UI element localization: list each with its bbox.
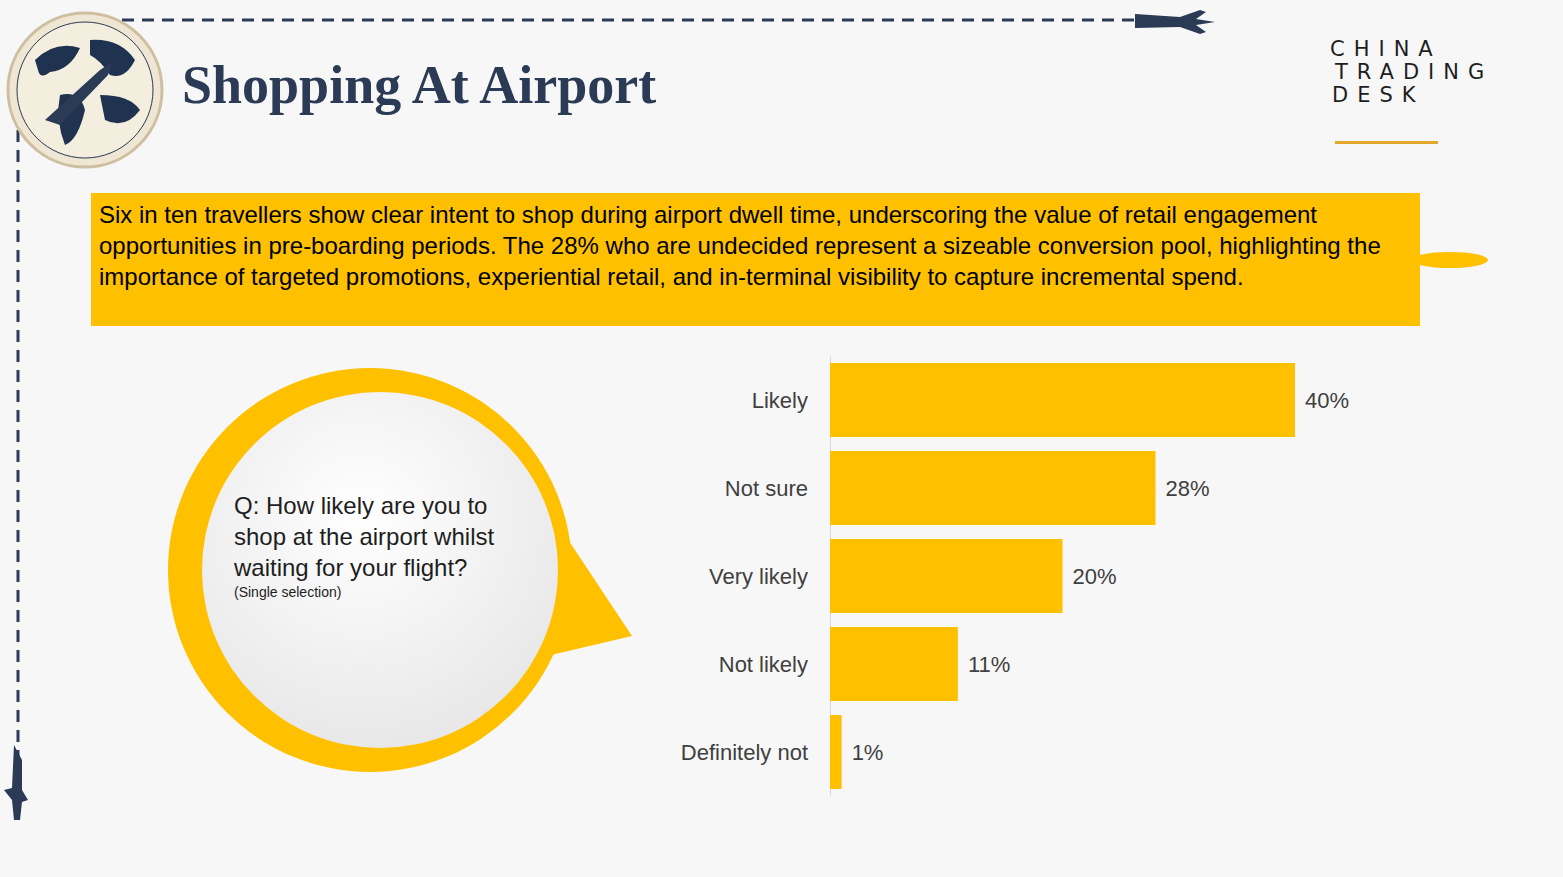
svg-text:Likely: Likely [752, 388, 808, 413]
html-text:DESK: DESK [1332, 83, 1425, 107]
html-text:Q: How likely are you to shop: Q: How likely are you to shop at the air… [234, 492, 495, 581]
html-text:(Single selection): (Single selection) [234, 584, 342, 600]
html-text:CHINA: CHINA [1330, 37, 1442, 61]
html-text:TRADING: TRADING [1335, 60, 1494, 84]
html-text:Six in ten travellers show cle: Six in ten travellers show clear intent … [99, 201, 1381, 290]
svg-text:Not sure: Not sure [725, 476, 808, 501]
svg-text:Definitely not: Definitely not [681, 740, 808, 765]
svg-text:20%: 20% [1073, 564, 1117, 589]
html-text:Shopping At Airport: Shopping At Airport [182, 55, 657, 115]
svg-text:11%: 11% [968, 652, 1010, 677]
svg-text:Very likely: Very likely [709, 564, 808, 589]
svg-text:28%: 28% [1166, 476, 1210, 501]
svg-text:40%: 40% [1305, 388, 1349, 413]
svg-text:Not likely: Not likely [719, 652, 808, 677]
svg-text:1%: 1% [852, 740, 884, 765]
